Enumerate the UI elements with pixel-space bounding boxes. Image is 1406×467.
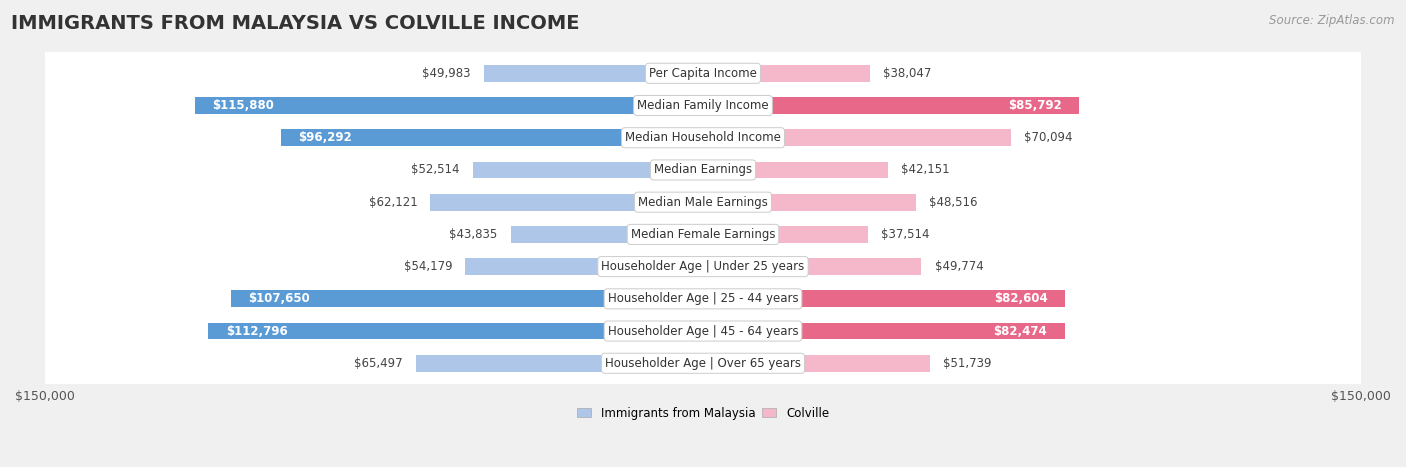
FancyBboxPatch shape [41,0,1365,467]
FancyBboxPatch shape [41,0,1365,467]
Text: $62,121: $62,121 [368,196,418,209]
Bar [430,194,703,211]
Text: IMMIGRANTS FROM MALAYSIA VS COLVILLE INCOME: IMMIGRANTS FROM MALAYSIA VS COLVILLE INC… [11,14,579,33]
Text: Median Male Earnings: Median Male Earnings [638,196,768,209]
Text: $96,292: $96,292 [298,131,352,144]
Text: Householder Age | 25 - 44 years: Householder Age | 25 - 44 years [607,292,799,305]
FancyBboxPatch shape [41,0,1365,467]
Text: $54,179: $54,179 [404,260,453,273]
Text: Householder Age | Under 25 years: Householder Age | Under 25 years [602,260,804,273]
Bar [416,355,703,372]
FancyBboxPatch shape [41,0,1365,467]
Bar [281,129,703,146]
Bar [703,290,1066,307]
Bar [703,194,915,211]
Text: Householder Age | 45 - 64 years: Householder Age | 45 - 64 years [607,325,799,338]
Text: Median Earnings: Median Earnings [654,163,752,177]
Bar [703,97,1080,114]
Text: $42,151: $42,151 [901,163,949,177]
Text: $48,516: $48,516 [929,196,977,209]
FancyBboxPatch shape [41,0,1365,467]
FancyBboxPatch shape [41,0,1365,467]
Bar [703,162,889,178]
Text: Householder Age | Over 65 years: Householder Age | Over 65 years [605,357,801,370]
Text: $52,514: $52,514 [411,163,460,177]
Bar [465,258,703,275]
Text: $38,047: $38,047 [883,67,931,80]
Legend: Immigrants from Malaysia, Colville: Immigrants from Malaysia, Colville [572,403,834,425]
Text: Median Family Income: Median Family Income [637,99,769,112]
Text: $43,835: $43,835 [450,228,498,241]
Bar [703,65,870,82]
Text: $49,983: $49,983 [422,67,471,80]
Text: $85,792: $85,792 [1008,99,1062,112]
Bar [703,226,868,243]
FancyBboxPatch shape [41,0,1365,467]
Text: $37,514: $37,514 [880,228,929,241]
FancyBboxPatch shape [41,0,1365,467]
FancyBboxPatch shape [41,0,1365,467]
Bar [472,162,703,178]
Text: $82,604: $82,604 [994,292,1047,305]
Text: $70,094: $70,094 [1024,131,1073,144]
Bar [703,258,921,275]
Text: $115,880: $115,880 [212,99,274,112]
Bar [703,129,1011,146]
Text: $51,739: $51,739 [943,357,991,370]
Text: $107,650: $107,650 [249,292,311,305]
Bar [208,323,703,340]
Text: $112,796: $112,796 [226,325,287,338]
Bar [510,226,703,243]
Bar [231,290,703,307]
Text: Median Female Earnings: Median Female Earnings [631,228,775,241]
Text: Source: ZipAtlas.com: Source: ZipAtlas.com [1270,14,1395,27]
Text: $65,497: $65,497 [354,357,402,370]
FancyBboxPatch shape [41,0,1365,467]
Bar [484,65,703,82]
Bar [194,97,703,114]
Bar [703,355,929,372]
Text: Per Capita Income: Per Capita Income [650,67,756,80]
Bar [703,323,1064,340]
Text: $82,474: $82,474 [994,325,1047,338]
Text: Median Household Income: Median Household Income [626,131,780,144]
Text: $49,774: $49,774 [935,260,983,273]
